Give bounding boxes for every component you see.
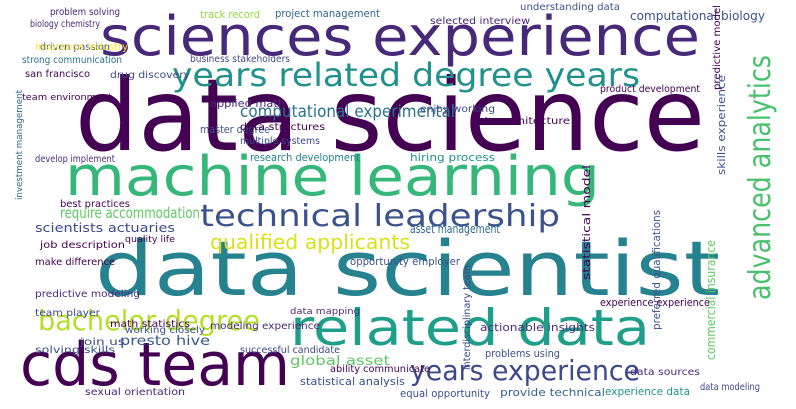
word: sciences experience — [100, 5, 700, 68]
word: track record — [200, 8, 260, 21]
word: insurance industry — [35, 42, 128, 53]
word: drug discovery — [110, 70, 190, 81]
word: asset management — [410, 222, 500, 236]
word: master degree — [200, 123, 270, 136]
word: predictive model — [712, 5, 723, 90]
word: applied math — [210, 97, 285, 110]
word: commercial insurance — [704, 240, 718, 360]
word: statistical model — [580, 165, 593, 280]
word: computational biology — [630, 9, 765, 23]
word: data mapping — [290, 307, 360, 317]
word: sexual orientation — [85, 387, 185, 398]
word: bachelor degree — [38, 304, 260, 337]
word: math statistics — [110, 319, 190, 330]
word: research development — [250, 151, 361, 164]
word: statistical analysis — [300, 375, 405, 388]
word: strong communication — [22, 55, 122, 66]
word: working closely — [125, 325, 205, 336]
word: scientists actuaries — [35, 221, 175, 235]
word: join us — [79, 337, 125, 348]
word: successful candidate — [240, 345, 340, 356]
word: cds team — [20, 330, 290, 400]
word: computational experimental — [240, 102, 455, 122]
word: selected interview — [430, 16, 530, 27]
word: quality life — [125, 235, 175, 245]
word: preferred qualifications — [650, 210, 663, 330]
word: biology chemistry — [30, 19, 100, 30]
word: develop implement — [35, 154, 115, 165]
word: opportunity employer — [350, 255, 460, 268]
word: years experience — [410, 354, 640, 387]
word: team environment — [22, 93, 113, 103]
word: predictive modeling — [35, 289, 140, 300]
word: team player — [35, 308, 101, 319]
word: multiple systems — [240, 136, 320, 147]
word: data science — [75, 57, 705, 174]
word: hiring process — [410, 151, 495, 164]
word: data modeling — [700, 382, 760, 393]
word: product development — [600, 84, 700, 95]
word: require accommodation — [60, 204, 200, 222]
word: driven passion — [40, 42, 110, 53]
word: provide technical — [500, 386, 605, 399]
word: related data — [290, 299, 650, 357]
word: technical leadership — [200, 199, 560, 234]
word: san francisco — [25, 69, 90, 80]
word: experience experience — [600, 296, 710, 309]
word: years related degree years — [172, 56, 640, 94]
word: presto hive — [120, 334, 210, 349]
word: make difference — [35, 257, 115, 268]
word: experience data — [605, 385, 690, 398]
word: investment management — [15, 90, 25, 200]
word: data architecture — [470, 116, 570, 127]
word: enjoy working — [420, 104, 495, 115]
word: data structures — [240, 122, 325, 133]
word: project management — [275, 7, 381, 20]
word: equal opportunity — [400, 387, 490, 400]
word: data scientist — [95, 224, 720, 313]
word: problems using — [485, 347, 560, 360]
word: global asset — [290, 354, 390, 369]
word: skills experience — [715, 75, 728, 175]
word: data sources — [630, 367, 700, 378]
word: understanding data — [520, 2, 620, 13]
word: interdisciplinary team — [462, 265, 473, 370]
word: qualified applicants — [210, 230, 410, 254]
word: actionable insights — [480, 321, 595, 334]
word: ability communicate — [330, 364, 430, 375]
word: machine learning — [65, 145, 600, 208]
word: solving skills — [35, 345, 115, 356]
word: advanced analytics — [743, 55, 778, 300]
word: job description — [39, 240, 125, 251]
word: problem solving — [50, 7, 120, 18]
word: modeling experience — [210, 321, 320, 332]
word: business stakeholders — [190, 54, 290, 65]
word: best practices — [60, 199, 130, 210]
